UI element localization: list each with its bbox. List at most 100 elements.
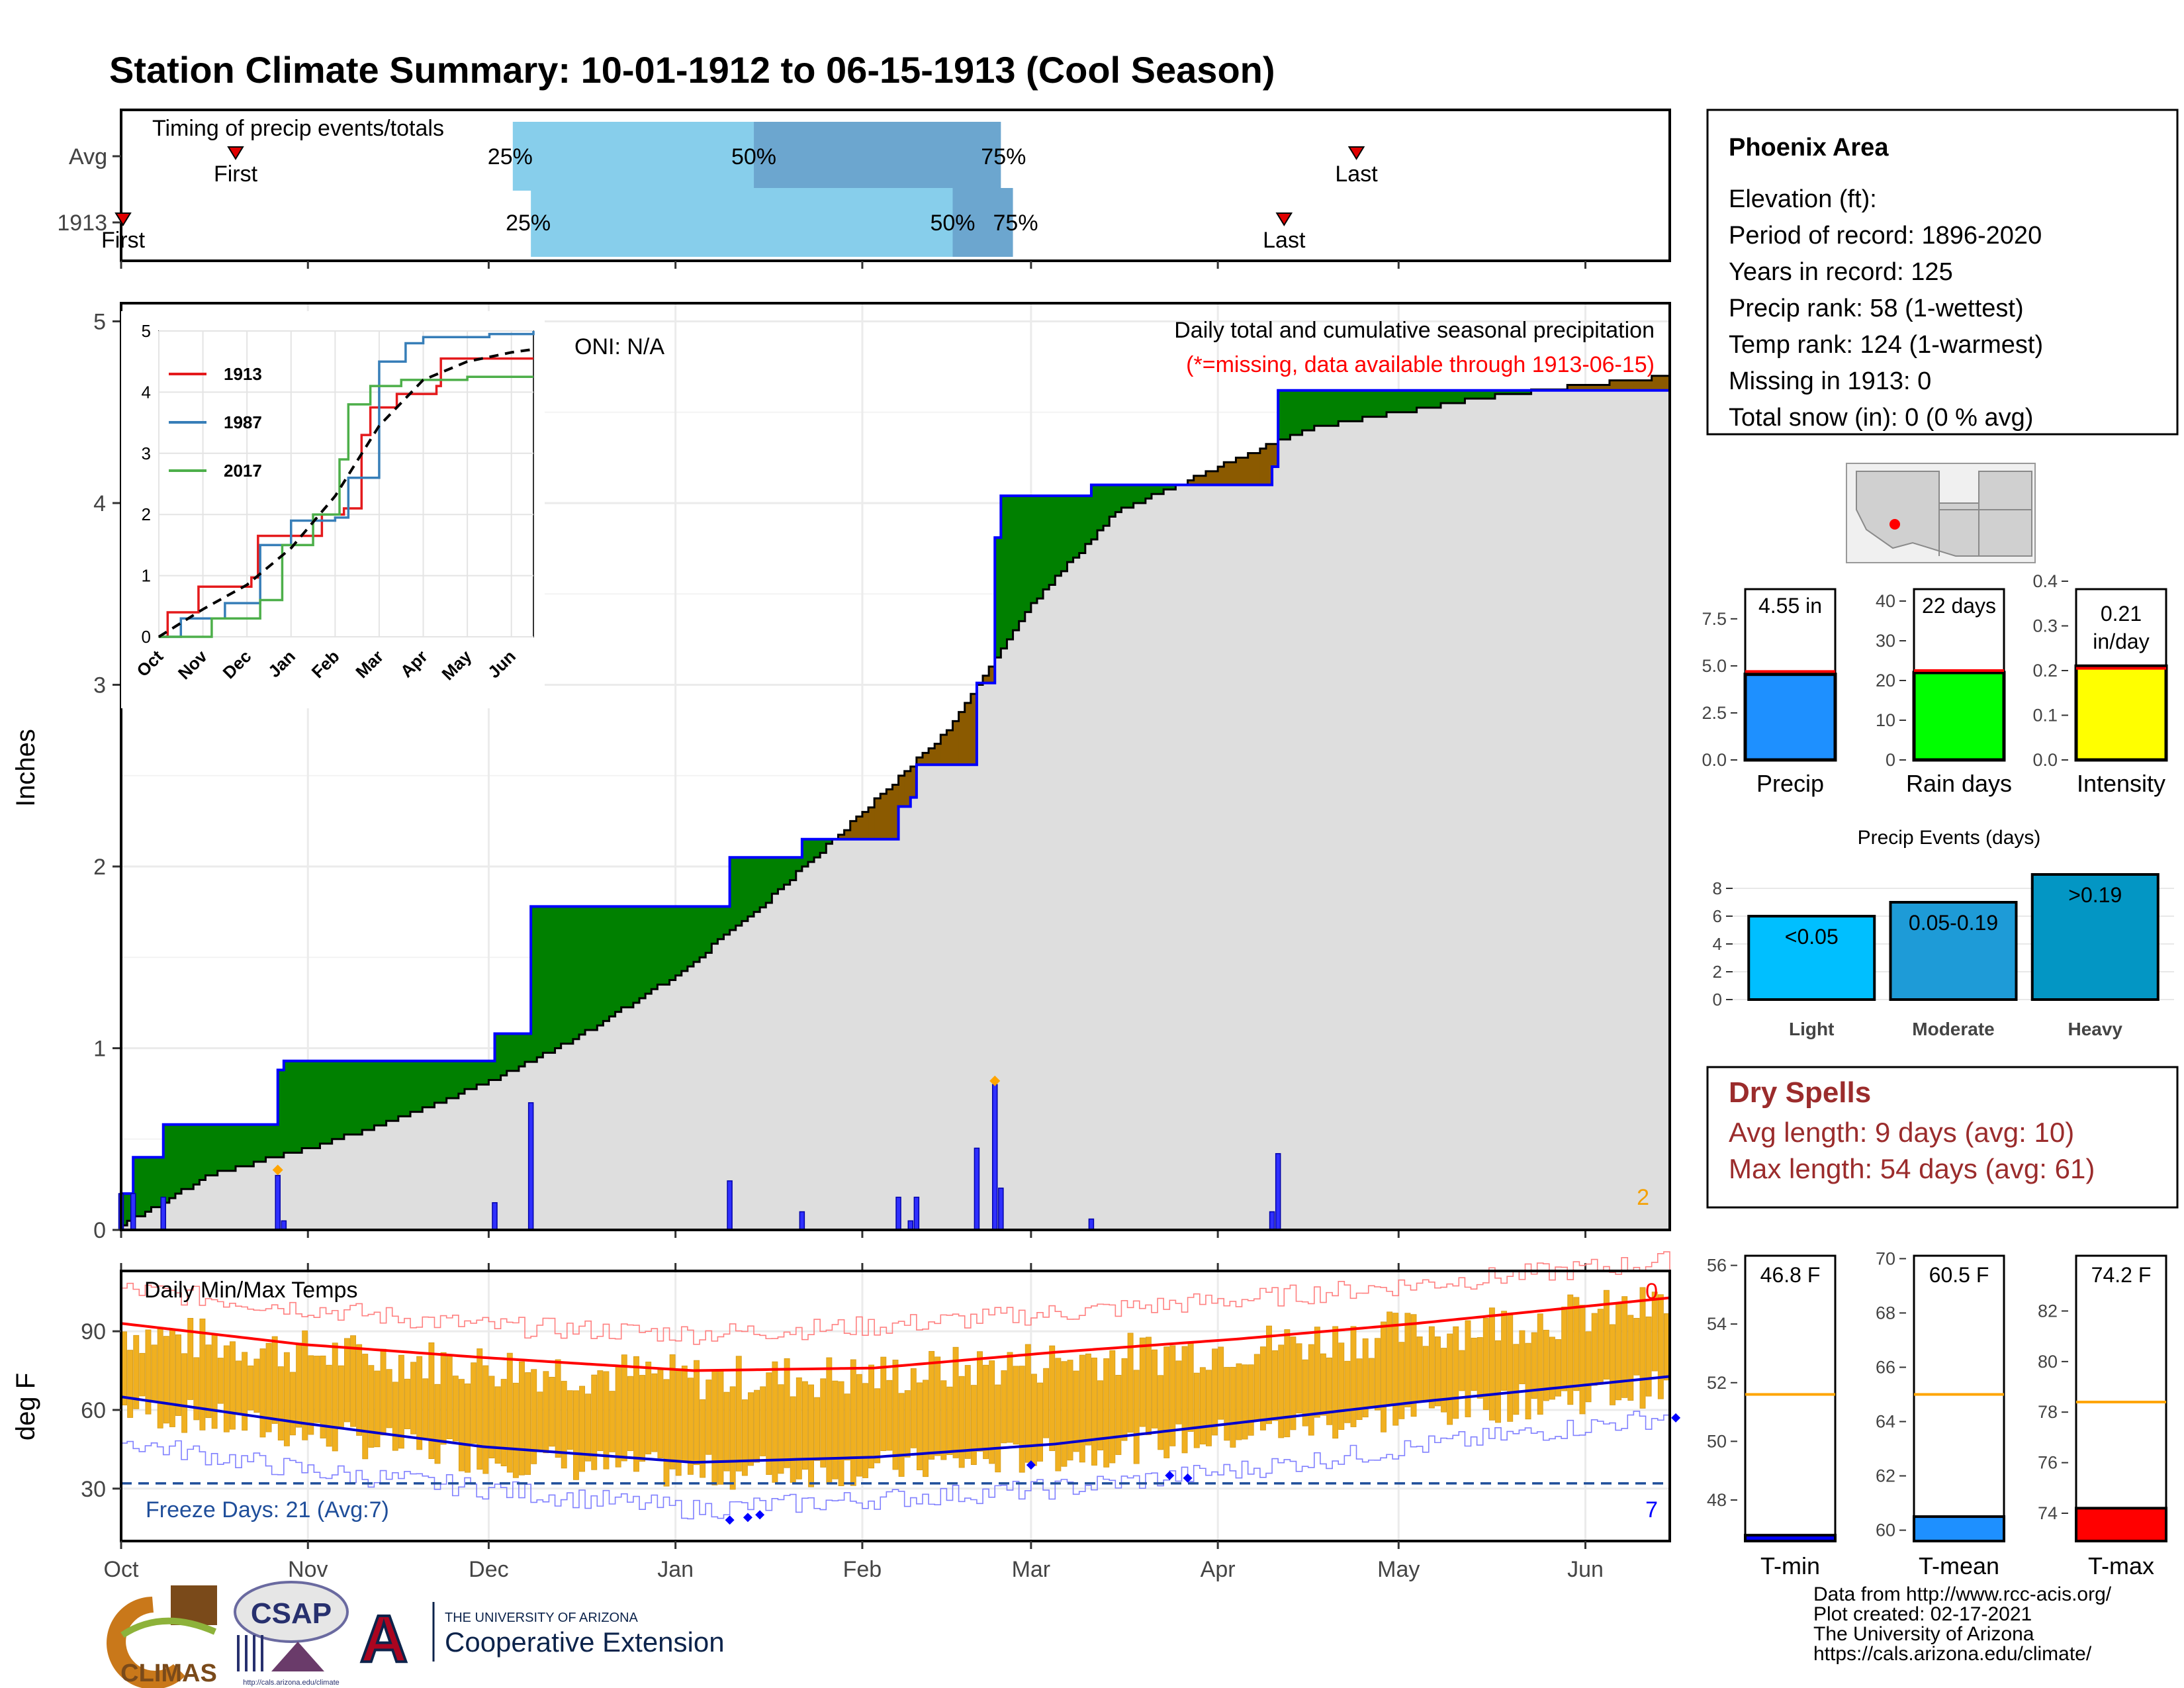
event-bar-light [1747,915,1876,1001]
above-avg-slice [452,1060,459,1098]
event-category-label: Light [1789,1019,1834,1039]
daily-temp-bar [326,1364,332,1447]
above-avg-slice [700,906,706,958]
month-label: Nov [288,1557,328,1582]
above-avg-slice [314,1060,321,1149]
below-avg-slice [934,743,941,765]
station-marker [1889,519,1900,530]
daily-temp-bar [1121,1358,1128,1441]
daily-temp-bar [428,1342,435,1460]
temp-ylabel: deg F [11,1373,40,1440]
daily-temp-bar [380,1348,387,1436]
daily-precip-bar [799,1211,805,1231]
daily-temp-bar [531,1369,537,1464]
daily-temp-bar [1007,1352,1013,1443]
daily-temp-bar [838,1381,844,1487]
daily-temp-bar [1326,1357,1333,1425]
temp-panel: deg F Daily Min/Max Temps Freeze Days: 2… [11,1251,1681,1582]
daily-temp-bar [1163,1346,1170,1458]
daily-temp-bar [1236,1363,1242,1440]
daily-temp-bar [1561,1306,1568,1391]
above-avg-slice [1145,485,1152,499]
temp-summary-panel: 48 50 52 54 56 46.8 F T-min 60 62 64 66 68 70 60.5 F T… [1707,1248,2174,1579]
daily-temp-bar [308,1355,314,1435]
daily-temp-bar [265,1342,272,1432]
daily-temp-bar [609,1391,615,1452]
footer-line: https://cals.arizona.edu/climate/ [1813,1643,2092,1665]
inset-legend-label: 2017 [224,461,262,481]
temp-summary-ytick-label: 76 [2038,1453,2058,1473]
temp-summary-bar-t-mean [1913,1515,2005,1542]
above-avg-slice [416,1060,423,1112]
temp-summary-ytick-label: 74 [2038,1503,2058,1523]
below-avg-slice [1579,385,1586,391]
daily-temp-bar [1374,1338,1381,1411]
above-avg-slice [1133,485,1140,503]
below-avg-slice [904,771,911,807]
below-avg-slice [1621,380,1628,391]
summary-ytick-label: 40 [1876,591,1895,611]
temp-summary-ytick-label: 62 [1876,1466,1895,1486]
daily-temp-bar [343,1338,350,1423]
above-avg-slice [482,1060,490,1085]
above-avg-slice [362,1060,369,1131]
summary-ytick-label: 10 [1876,710,1895,730]
timing-row-label: 1913 [57,211,107,236]
daily-temp-bar [958,1376,965,1468]
daily-temp-bar [549,1376,555,1447]
daily-temp-bar [772,1361,778,1483]
daily-temp-bar [1350,1326,1357,1427]
above-avg-slice [609,906,616,1017]
daily-temp-bar [790,1396,796,1483]
temp-summary-bar-t-max [2075,1507,2167,1543]
month-label: Feb [843,1557,882,1582]
summary-ytick-label: 0.0 [1702,750,1727,770]
above-avg-slice [1085,495,1092,544]
below-avg-slice [1193,475,1201,485]
daily-temp-bar [374,1370,381,1448]
above-avg-slice [1465,390,1472,399]
above-avg-slice [1013,495,1020,631]
daily-precip-bar [974,1147,980,1231]
daily-temp-bar [983,1364,989,1460]
daily-temp-bar [1441,1348,1447,1413]
daily-temp-bar [543,1371,549,1454]
daily-temp-bar [163,1336,169,1424]
below-avg-slice [1187,480,1195,485]
above-avg-slice [1115,485,1122,512]
above-avg-slice [434,1060,441,1103]
below-avg-slice [1248,453,1255,485]
above-avg-slice [525,1033,531,1062]
dry-spells-title: Dry Spells [1729,1076,1871,1109]
last-label: Last [1263,228,1306,253]
temp-summary-ytick-label: 54 [1707,1314,1727,1334]
daily-temp-bar [874,1388,881,1464]
daily-temp-bar [801,1381,808,1470]
below-avg-slice [1585,385,1592,391]
below-avg-slice [989,667,995,683]
daily-temp-bar [796,1377,802,1479]
daily-temp-bar [597,1370,604,1452]
above-avg-slice [1103,485,1110,526]
daily-temp-bar [1332,1326,1339,1439]
inset-ytick-label: 2 [142,504,151,524]
above-avg-slice [561,906,568,1044]
above-avg-slice [633,906,640,1003]
above-avg-slice [1422,390,1430,408]
daily-temp-bar [1381,1321,1387,1432]
daily-temp-bar [1103,1358,1110,1468]
events-ytick-label: 4 [1713,934,1722,954]
above-avg-slice [772,857,779,894]
daily-temp-bar [1030,1374,1037,1466]
below-avg-slice [1236,457,1243,485]
above-avg-slice [651,906,658,990]
summary-bar-precip [1743,673,1837,762]
record-max-line [121,1251,1670,1345]
below-avg-slice [970,694,978,765]
daily-temp-bar [760,1386,766,1456]
last-marker [1275,212,1293,226]
summary-ytick-label: 30 [1876,631,1895,651]
daily-temp-bar [1591,1313,1598,1386]
csap-url: http://cals.arizona.edu/climate [243,1679,340,1687]
daily-temp-bar [572,1390,579,1480]
